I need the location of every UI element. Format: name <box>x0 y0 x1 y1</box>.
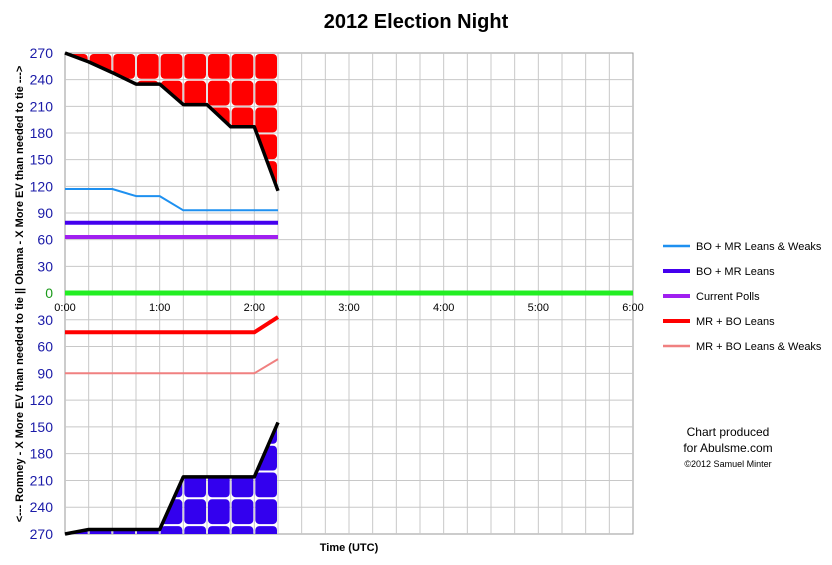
y-tick-label: 30 <box>37 312 53 328</box>
legend-label: BO + MR Leans <box>696 266 775 278</box>
x-tick-label: 4:00 <box>433 302 454 314</box>
credit-line-1: Chart produced <box>687 425 770 439</box>
fill-tile <box>184 526 206 534</box>
y-tick-label: 30 <box>37 258 53 274</box>
legend-label: Current Polls <box>696 291 760 303</box>
fill-tile <box>208 526 230 534</box>
fill-tile <box>137 54 159 79</box>
fill-tile <box>160 54 183 79</box>
fill-tile <box>208 472 230 498</box>
fill-tile <box>255 472 277 498</box>
legend: BO + MR Leans & Weaks BO + MR Leans Curren… <box>663 241 822 353</box>
x-tick-label: 2:00 <box>244 302 265 314</box>
chart-title: 2012 Election Night <box>324 11 509 33</box>
y-tick-label: 180 <box>30 125 54 141</box>
fill-tile <box>231 80 254 106</box>
y-tick-label: 270 <box>30 526 54 542</box>
fill-tile <box>255 499 277 525</box>
y-tick-label: 120 <box>30 392 54 408</box>
x-axis-label: Time (UTC) <box>320 542 379 554</box>
fill-tile <box>208 499 230 525</box>
x-tick-label: 6:00 <box>622 302 643 314</box>
y-tick-label: 210 <box>30 98 54 114</box>
x-tick-label: 3:00 <box>338 302 359 314</box>
y-tick-label: 90 <box>37 365 53 381</box>
y-tick-label: 240 <box>30 499 54 515</box>
fill-tile <box>160 526 183 534</box>
fill-tile <box>184 54 206 79</box>
fill-tile <box>231 499 254 525</box>
upper-envelope-line <box>64 51 280 192</box>
fill-tile <box>255 526 277 534</box>
y-tick-label: 120 <box>30 178 54 194</box>
series-lines <box>65 188 280 375</box>
lower-envelope-line <box>64 421 280 536</box>
fill-tile <box>137 526 159 534</box>
y-tick-label: 150 <box>30 419 54 435</box>
series-line-3 <box>65 315 280 335</box>
fill-tile <box>113 54 135 79</box>
fill-tile <box>113 526 136 534</box>
fill-tile <box>89 526 112 534</box>
fill-tile <box>184 80 206 106</box>
series-line-4 <box>65 358 279 375</box>
x-tick-label: 1:00 <box>149 302 170 314</box>
fill-tile <box>255 80 277 106</box>
fill-tile <box>231 54 254 79</box>
fill-tile <box>208 80 230 106</box>
fill-tile <box>184 499 206 525</box>
x-tick-label: 0:00 <box>54 302 75 314</box>
credit-line-3: ©2012 Samuel Minter <box>684 459 771 469</box>
y-tick-label: 180 <box>30 446 54 462</box>
x-tick-labels: 0:00 1:00 2:00 3:00 4:00 5:00 6:00 <box>54 302 643 314</box>
y-tick-label: 150 <box>30 152 54 168</box>
fill-tile <box>231 526 254 534</box>
credit-line-2: for Abulsme.com <box>683 441 772 455</box>
y-tick-label: 240 <box>30 72 54 88</box>
fill-tile <box>184 472 206 498</box>
y-tick-label: 0 <box>45 285 53 301</box>
y-tick-label: 90 <box>37 205 53 221</box>
fill-tile <box>255 107 277 133</box>
legend-label: MR + BO Leans & Weaks <box>696 341 822 353</box>
y-tick-label: 270 <box>30 45 54 61</box>
y-tick-label: 60 <box>37 339 53 355</box>
fill-tile <box>231 472 254 498</box>
envelope-lines <box>64 51 280 536</box>
y-tick-label: 210 <box>30 472 54 488</box>
fill-tile <box>208 54 230 79</box>
legend-label: BO + MR Leans & Weaks <box>696 241 822 253</box>
x-tick-label: 5:00 <box>528 302 549 314</box>
series-line-0 <box>65 188 278 212</box>
legend-label: MR + BO Leans <box>696 316 775 328</box>
credit-block: Chart produced for Abulsme.com ©2012 Sam… <box>683 425 772 469</box>
y-axis-label: <--- Romney - X More EV than needed to t… <box>14 66 26 523</box>
fill-tile <box>255 54 277 79</box>
y-tick-label: 60 <box>37 232 53 248</box>
y-tick-labels: 270 240 210 180 150 120 90 60 30 0 30 60 90 120 150 180… <box>30 45 54 542</box>
